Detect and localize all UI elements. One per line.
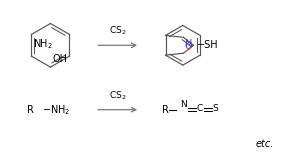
Text: NH$_2$: NH$_2$ [34, 37, 53, 51]
Text: C: C [197, 104, 203, 113]
Text: R: R [162, 105, 169, 115]
Text: CS$_2$: CS$_2$ [109, 89, 126, 102]
Text: −NH$_2$: −NH$_2$ [42, 103, 71, 117]
Text: O: O [184, 41, 192, 51]
Text: R: R [27, 105, 34, 115]
Text: N: N [184, 39, 192, 49]
Text: N: N [180, 100, 187, 109]
Text: OH: OH [53, 54, 68, 64]
Text: etc.: etc. [255, 139, 274, 149]
Text: −SH: −SH [197, 40, 219, 50]
Text: S: S [213, 104, 218, 113]
Text: CS$_2$: CS$_2$ [109, 25, 126, 37]
